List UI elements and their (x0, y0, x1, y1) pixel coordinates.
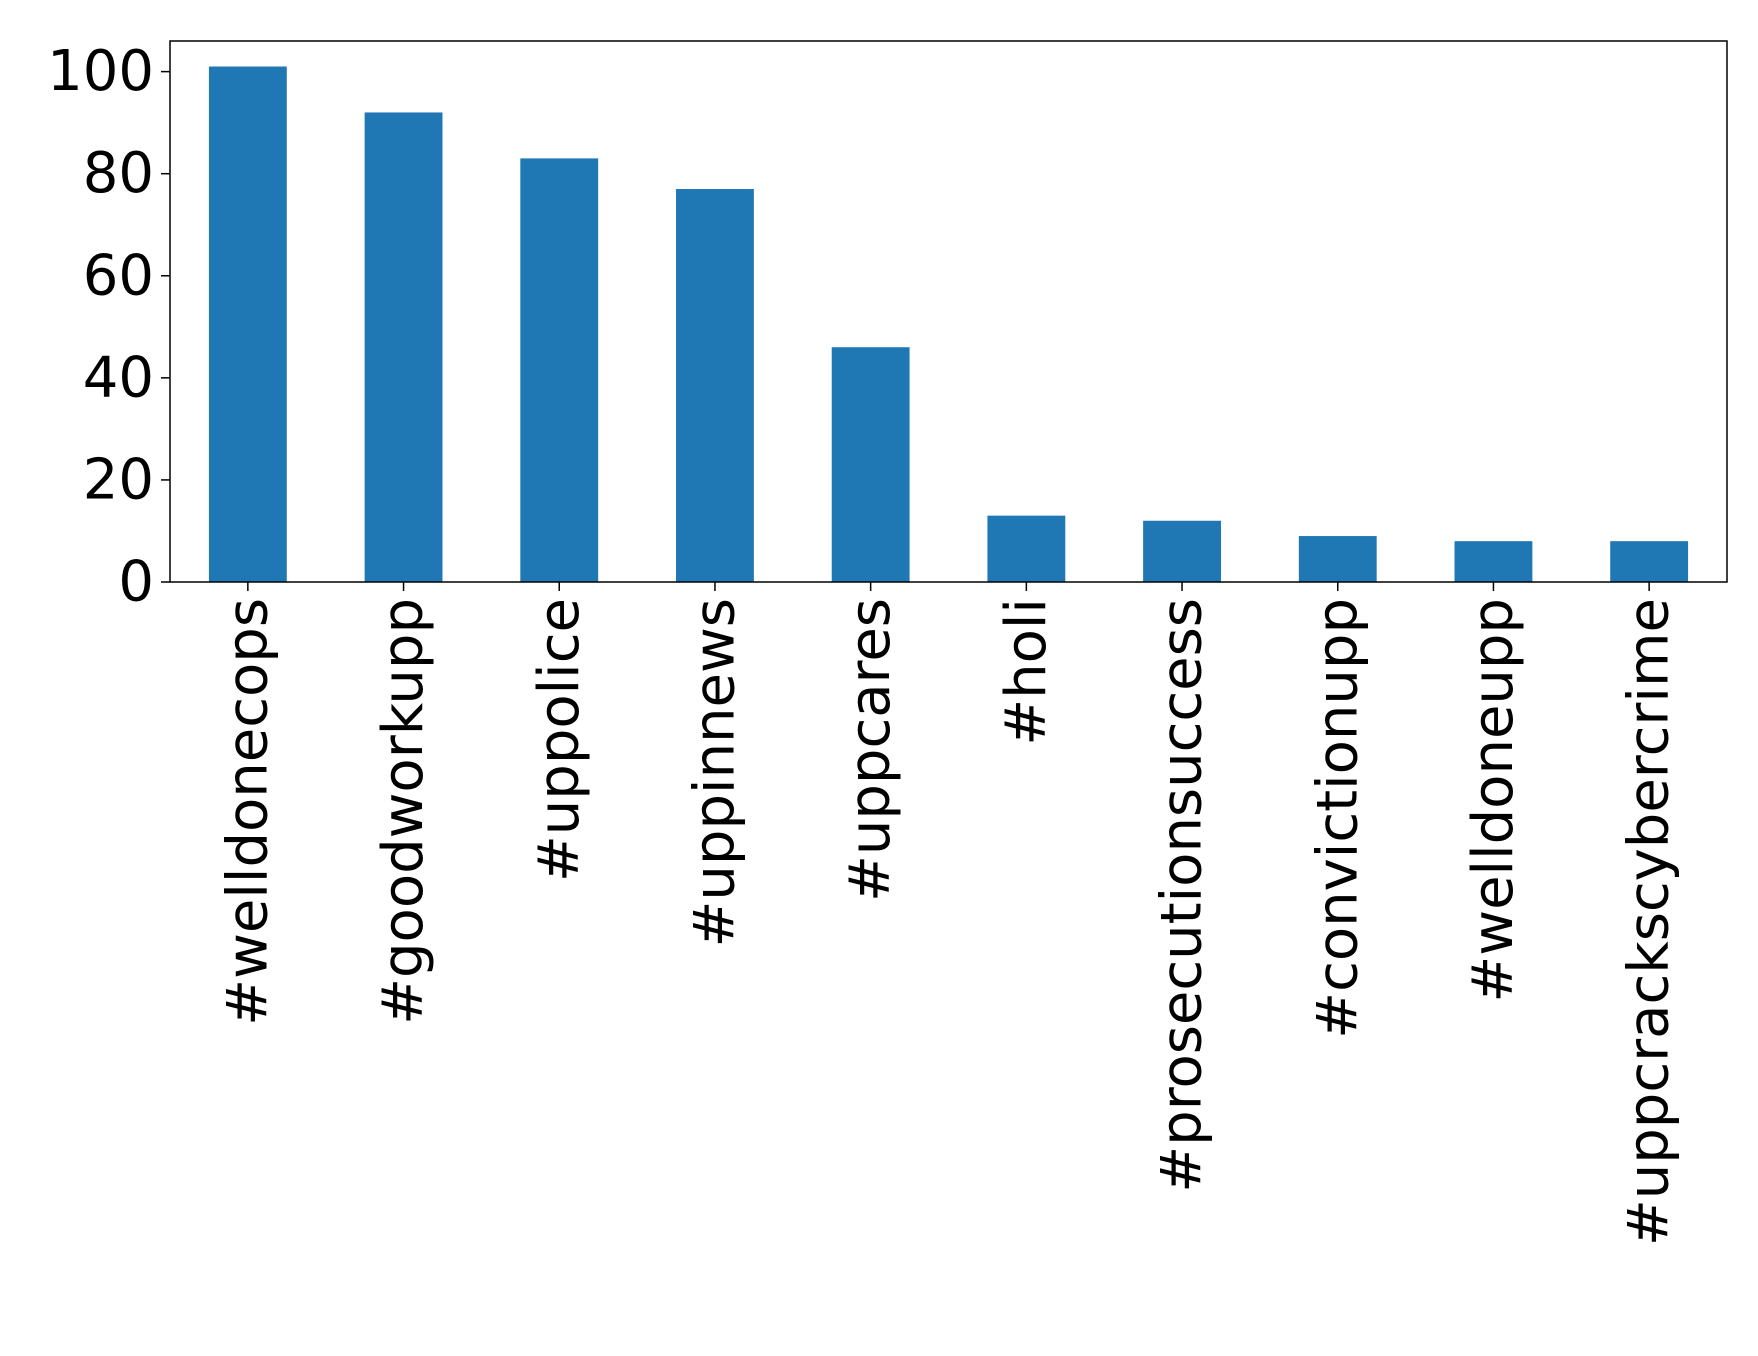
x-tick-label: #welldonecops (215, 598, 280, 1026)
bar-goodworkupp (364, 112, 443, 583)
bar-welldonecops (208, 66, 287, 583)
x-tick-label: #convictionupp (1305, 598, 1370, 1039)
y-tick-label: 80 (83, 141, 154, 206)
y-tick-label: 20 (83, 447, 154, 512)
x-axis-ticks: #welldonecops #goodworkupp #uppolice #uppin… (215, 582, 1682, 1246)
y-axis-ticks: 0 20 40 60 80 100 (47, 39, 170, 615)
bar-convictionupp (1298, 536, 1377, 582)
x-tick-label: #uppolice (527, 598, 592, 882)
bar-uppcares (831, 347, 910, 582)
bar-welldoneupp (1454, 541, 1533, 582)
plot-frame (169, 40, 1728, 583)
bar-uppcrackscybercrime (1610, 541, 1689, 582)
bar-uppinnews (676, 189, 754, 582)
bar-uppolice (520, 158, 599, 583)
x-tick-label: #holi (994, 598, 1059, 746)
y-tick-label: 100 (47, 39, 154, 104)
x-tick-label: #uppcrackscybercrime (1617, 598, 1682, 1246)
axes-layer (169, 40, 1728, 583)
bar-prosecutionsuccess (1143, 520, 1221, 582)
y-tick-label: 40 (83, 345, 154, 410)
bars-layer (208, 66, 1689, 583)
x-tick-label: #prosecutionsuccess (1150, 598, 1215, 1193)
y-tick-label: 0 (118, 550, 154, 615)
bar-holi (987, 515, 1066, 582)
x-tick-label: #goodworkupp (371, 598, 436, 1025)
x-tick-label: #uppcares (838, 598, 903, 902)
y-tick-label: 60 (83, 243, 154, 308)
x-tick-label: #welldoneupp (1461, 598, 1526, 1003)
x-tick-label: #uppinnews (682, 598, 747, 947)
